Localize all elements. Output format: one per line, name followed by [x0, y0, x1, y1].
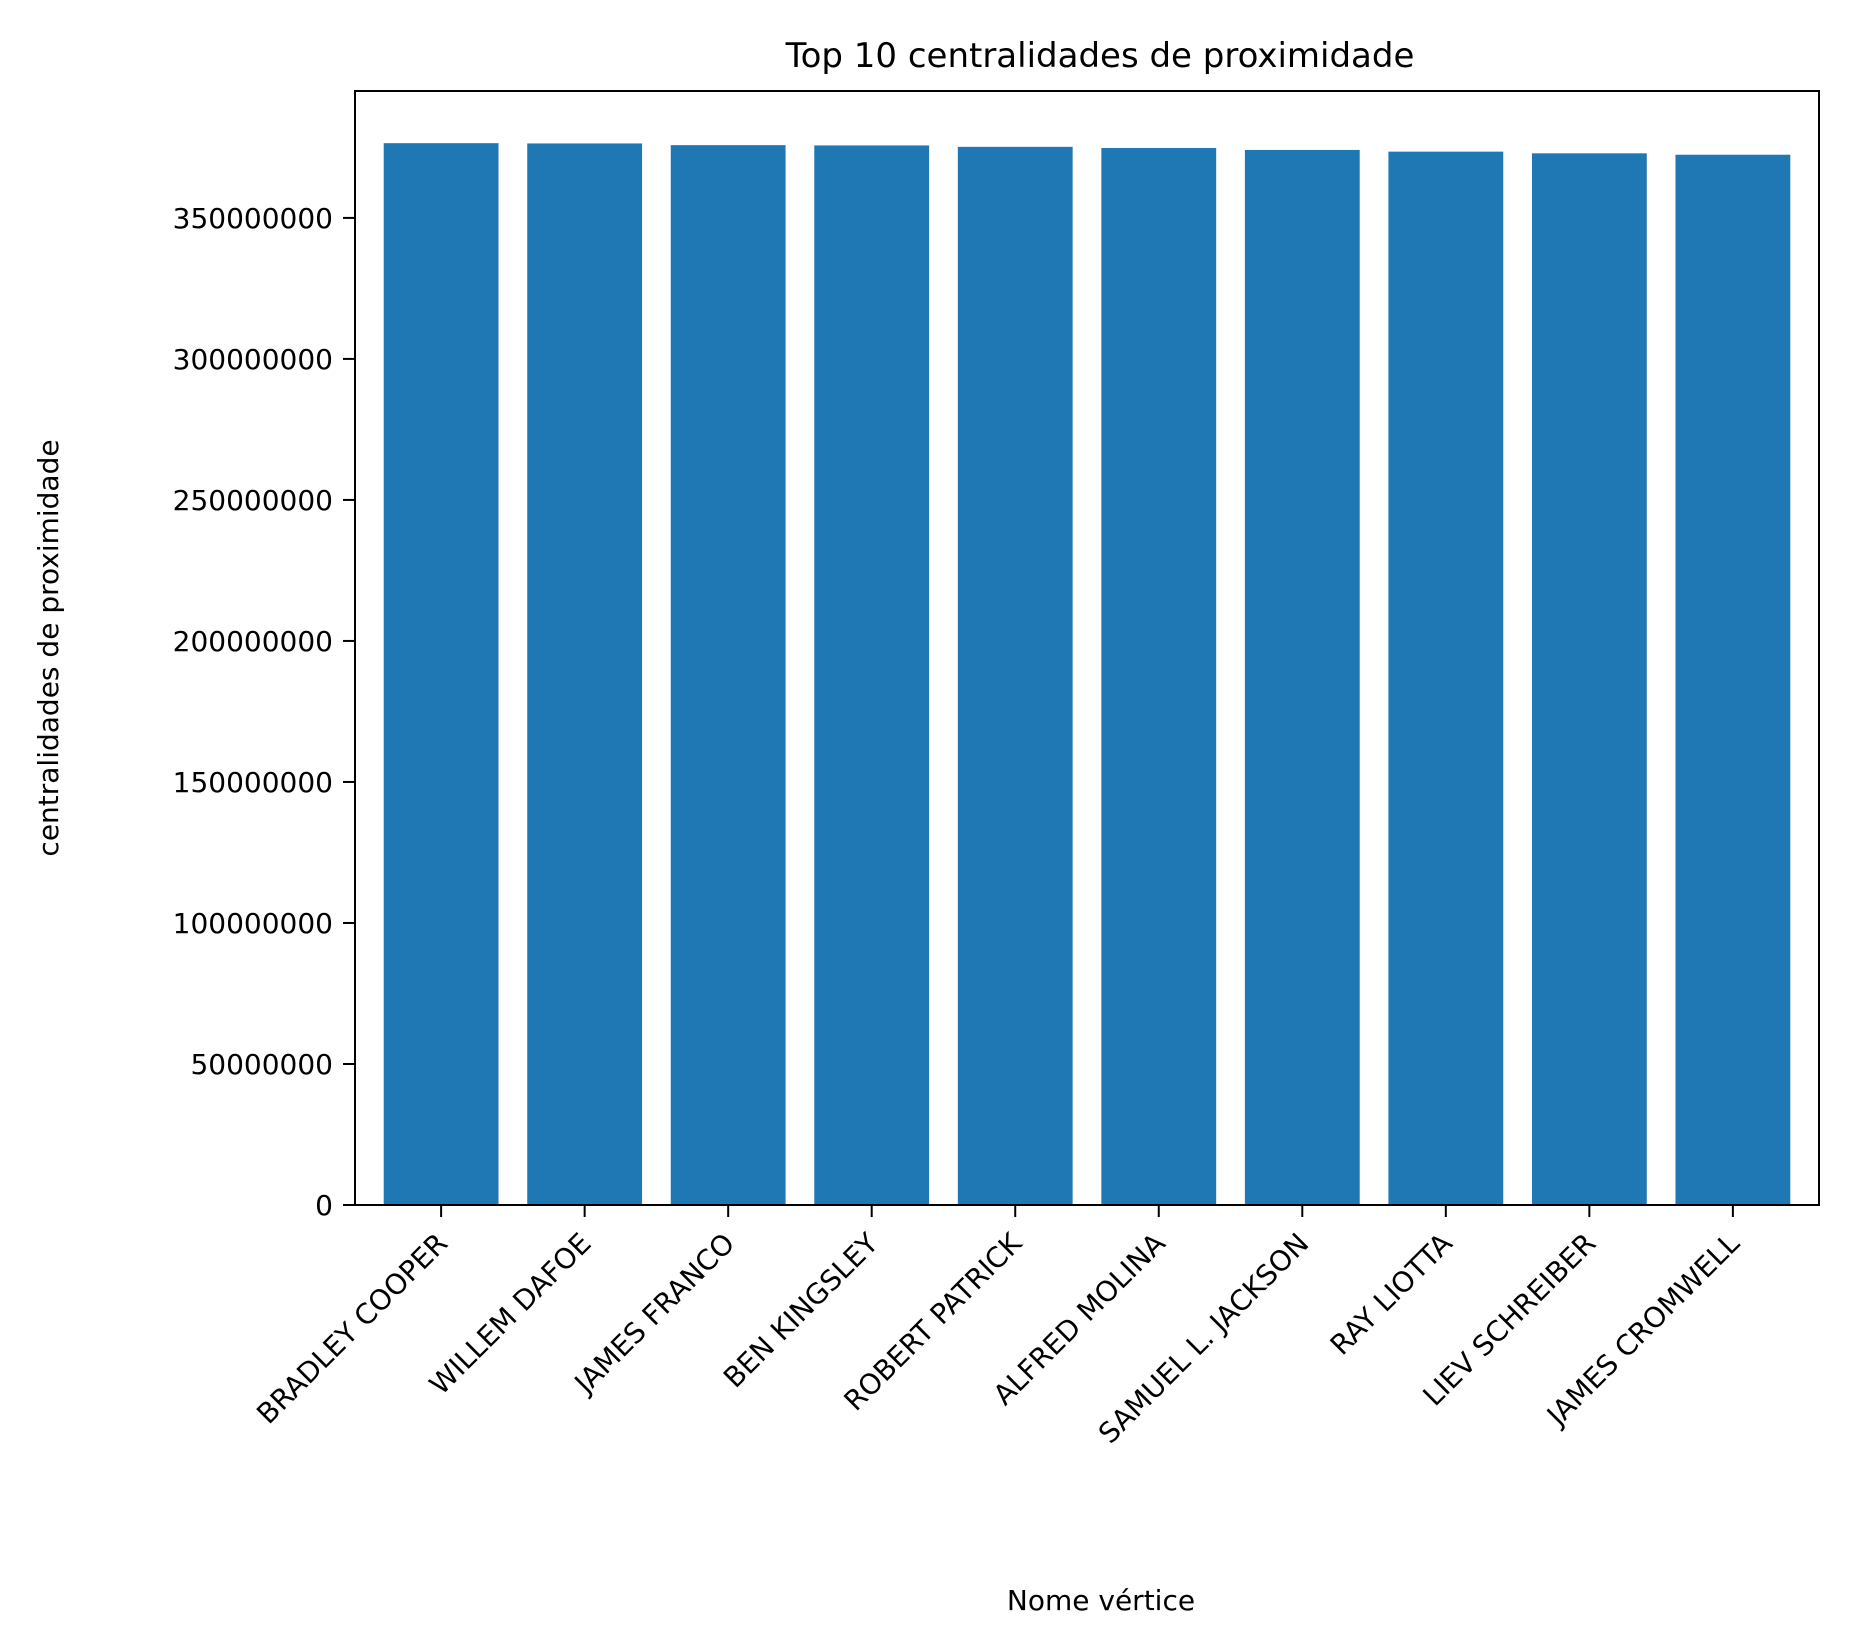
y-tick-label-6: 250000000 [173, 484, 333, 517]
y-axis: 0 50000000 100000000 150000000 200000000 2500… [173, 202, 355, 1222]
bar-1 [383, 143, 499, 1205]
bars-group [383, 143, 1791, 1206]
bar-3 [670, 145, 786, 1205]
bar-5 [957, 146, 1073, 1205]
y-axis-title: centralidades de proximidade [32, 439, 65, 856]
bar-7 [1244, 149, 1360, 1205]
bar-4 [814, 145, 930, 1205]
y-tick-label-4: 150000000 [173, 766, 333, 799]
bar-6 [1101, 147, 1217, 1205]
y-tick-label-7: 300000000 [173, 343, 333, 376]
bar-2 [527, 143, 643, 1206]
bar-9 [1531, 153, 1647, 1205]
y-tick-label-1: 0 [315, 1189, 333, 1222]
chart-title: Top 10 centralidades de proximidade [785, 36, 1415, 76]
x-axis-title: Nome vértice [1007, 1584, 1195, 1617]
y-tick-label-2: 50000000 [190, 1048, 333, 1081]
plot-frame [354, 90, 1820, 1206]
bar-10 [1675, 154, 1791, 1206]
y-tick-label-3: 100000000 [173, 907, 333, 940]
bar-8 [1388, 151, 1504, 1205]
y-tick-label-5: 200000000 [173, 625, 333, 658]
y-tick-label-8: 350000000 [173, 202, 333, 235]
